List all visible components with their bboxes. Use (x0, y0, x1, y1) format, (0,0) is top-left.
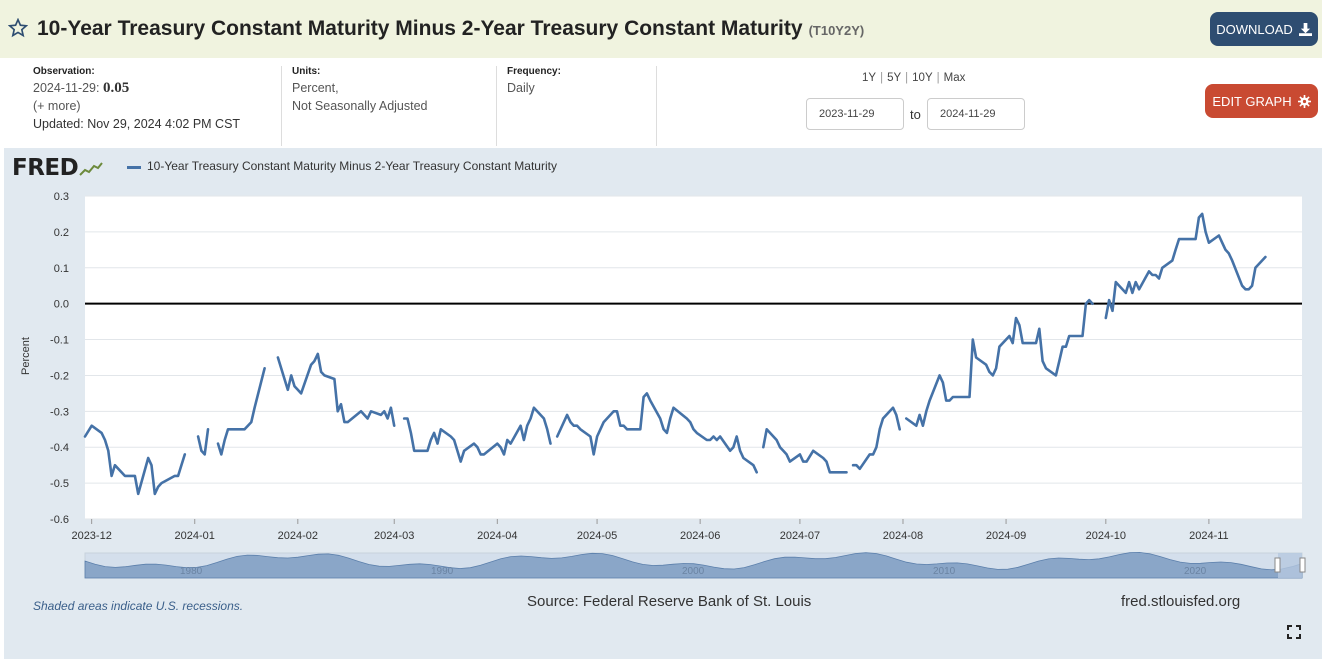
y-axis-label: Percent (20, 337, 32, 375)
more-link[interactable]: (+ more) (33, 99, 81, 113)
source-text: Source: Federal Reserve Bank of St. Loui… (527, 593, 812, 610)
observation-date: 2024-11-29: (33, 81, 100, 95)
units-panel: Units: Percent, Not Seasonally Adjusted (292, 66, 497, 146)
range-1y[interactable]: 1Y (862, 72, 877, 84)
title-bar (0, 0, 1322, 58)
series-id: (T10Y2Y) (808, 23, 865, 38)
recession-note: Shaded areas indicate U.S. recessions. (33, 599, 244, 613)
observation-label: Observation: (33, 66, 95, 77)
fred-logo-chart-icon (79, 160, 104, 177)
units-line1: Percent, (292, 81, 339, 95)
frequency-value: Daily (507, 81, 535, 95)
legend-series-name: 10-Year Treasury Constant Maturity Minus… (147, 159, 557, 173)
download-button[interactable]: DOWNLOAD (1210, 12, 1318, 46)
fred-url[interactable]: fred.stlouisfed.org (1121, 593, 1241, 610)
page-title: 10-Year Treasury Constant Maturity Minus… (37, 17, 864, 41)
range-links: 1Y | 5Y | 10Y | Max (862, 72, 966, 84)
observation-value: 0.05 (102, 80, 130, 96)
frequency-label: Frequency: (507, 66, 561, 77)
frequency-panel: Frequency: Daily (507, 66, 657, 146)
gear-icon (1297, 94, 1311, 108)
units-label: Units: (292, 66, 321, 77)
edit-graph-label: EDIT GRAPH (1212, 93, 1292, 109)
legend-swatch (127, 166, 141, 169)
graph-area (4, 148, 1322, 659)
download-label: DOWNLOAD (1216, 21, 1293, 37)
series-title: 10-Year Treasury Constant Maturity Minus… (37, 17, 803, 40)
units-line2: Not Seasonally Adjusted (292, 99, 428, 113)
edit-graph-button[interactable]: EDIT GRAPH (1205, 84, 1318, 118)
to-label: to (910, 107, 921, 122)
range-max[interactable]: Max (943, 72, 966, 84)
star-icon[interactable] (8, 18, 28, 38)
range-5y[interactable]: 5Y (887, 72, 902, 84)
fullscreen-icon[interactable] (1287, 625, 1301, 639)
fred-logo: FRED (12, 155, 104, 181)
updated-text: Updated: Nov 29, 2024 4:02 PM CST (33, 117, 241, 131)
range-10y[interactable]: 10Y (912, 72, 933, 84)
download-icon (1298, 22, 1312, 36)
observation-panel: Observation: 2024-11-29: 0.05 (+ more) U… (33, 66, 282, 146)
end-date-input[interactable]: 2024-11-29 (927, 98, 1025, 130)
start-date-input[interactable]: 2023-11-29 (806, 98, 904, 130)
